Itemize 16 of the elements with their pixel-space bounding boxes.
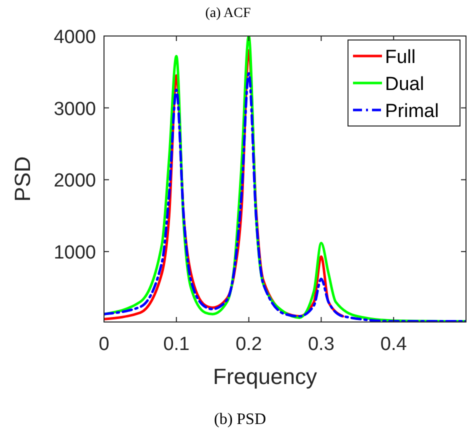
text: (b) PSD — [214, 411, 266, 428]
y-tick-label: 3000 — [54, 98, 96, 120]
y-axis-title: PSD — [10, 156, 35, 202]
x-tick-label: 0 — [98, 334, 110, 355]
legend-label: Full — [385, 47, 416, 68]
text: (a) ACF — [205, 6, 251, 21]
x-tick-label: 0.4 — [380, 334, 408, 355]
x-tick-label: 0.2 — [236, 334, 262, 355]
x-axis-title: Frequency — [213, 364, 317, 389]
y-tick-label: 1000 — [54, 242, 96, 264]
x-tick-label: 0.1 — [163, 334, 190, 355]
x-tick-label: 0.3 — [308, 334, 334, 355]
y-tick-label: 2000 — [54, 170, 96, 192]
y-tick-label: 4000 — [54, 27, 96, 48]
legend-label: Dual — [385, 74, 424, 95]
legend-label: Primal — [385, 101, 439, 122]
